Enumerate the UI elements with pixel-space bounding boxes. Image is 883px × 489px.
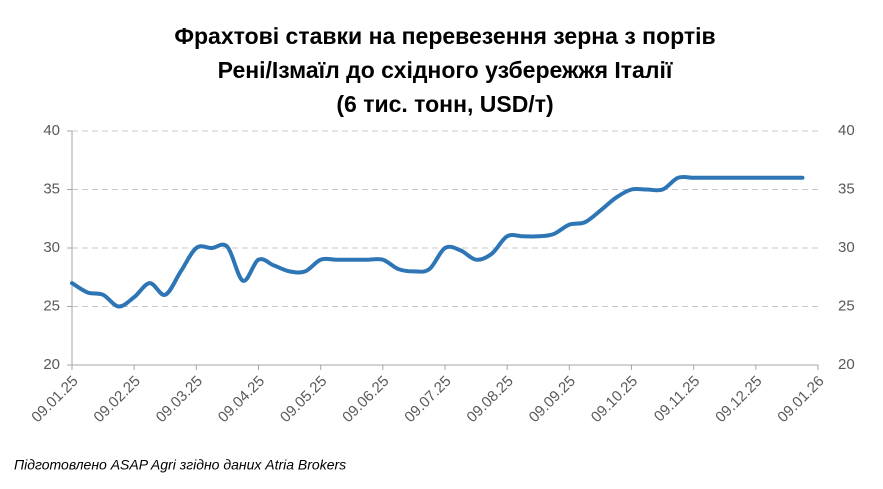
y-tick-label: 40	[43, 122, 60, 139]
x-tick-label: 09.02.25	[90, 373, 143, 426]
y2-tick-label: 30	[838, 239, 855, 256]
y-tick-label: 20	[43, 356, 60, 373]
x-tick-label: 09.10.25	[588, 373, 641, 426]
x-tick-label: 09.11.25	[651, 373, 704, 426]
x-tick-label: 09.03.25	[153, 373, 206, 426]
source-note: Підготовлено ASAP Agri згідно даних Atri…	[14, 457, 346, 473]
x-tick-label: 09.08.25	[463, 373, 516, 426]
y-tick-label: 25	[43, 297, 60, 314]
x-tick-label: 09.12.25	[712, 373, 765, 426]
chart-title: (6 тис. тонн, USD/т)	[336, 91, 553, 117]
x-tick-label: 09.04.25	[215, 373, 268, 426]
x-tick-label: 09.01.25	[28, 373, 81, 426]
y2-tick-label: 20	[838, 356, 855, 373]
y2-tick-label: 40	[838, 122, 855, 139]
y2-tick-label: 35	[838, 180, 855, 197]
x-tick-label: 09.05.25	[277, 373, 330, 426]
y-tick-label: 35	[43, 180, 60, 197]
y2-tick-label: 25	[838, 297, 855, 314]
chart-title: Фрахтові ставки на перевезення зерна з п…	[174, 23, 715, 49]
chart-title: Рені/Ізмаїл до східного узбережжя Італії	[218, 57, 673, 83]
y-tick-label: 30	[43, 239, 60, 256]
x-tick-label: 09.09.25	[526, 373, 579, 426]
x-tick-label: 09.01.26	[774, 373, 827, 426]
x-tick-label: 09.06.25	[339, 373, 392, 426]
x-tick-label: 09.07.25	[401, 373, 454, 426]
data-line	[70, 174, 805, 309]
